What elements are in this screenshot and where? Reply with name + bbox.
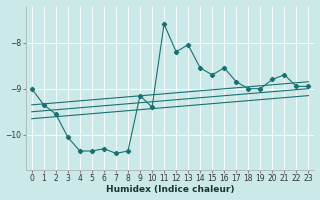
X-axis label: Humidex (Indice chaleur): Humidex (Indice chaleur) bbox=[106, 185, 234, 194]
